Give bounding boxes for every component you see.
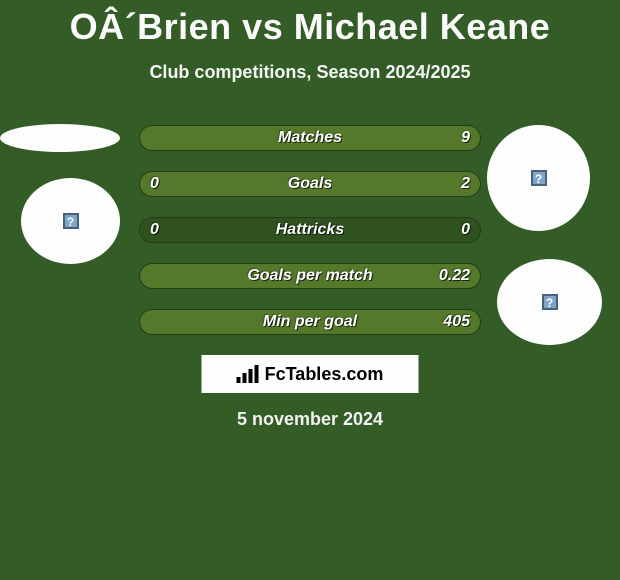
stat-label: Goals <box>140 172 480 196</box>
page-title: OÂ´Brien vs Michael Keane <box>0 0 620 48</box>
stat-row: 0Goals2 <box>139 171 481 197</box>
player-right-secondary-ellipse: ? <box>497 259 602 345</box>
page-subtitle: Club competitions, Season 2024/2025 <box>0 62 620 83</box>
brand-badge[interactable]: FcTables.com <box>202 355 419 393</box>
stat-row: Matches9 <box>139 125 481 151</box>
player-right-avatar-ellipse: ? <box>487 125 590 231</box>
stat-value-right: 405 <box>443 310 470 334</box>
image-placeholder-icon: ? <box>63 213 79 229</box>
bar-chart-icon <box>237 365 259 383</box>
stat-label: Min per goal <box>140 310 480 334</box>
footer-date: 5 november 2024 <box>0 409 620 430</box>
stat-label: Matches <box>140 126 480 150</box>
brand-label: FcTables.com <box>265 364 384 385</box>
player-left-shadow-ellipse <box>0 124 120 152</box>
stat-label: Hattricks <box>140 218 480 242</box>
stat-value-right: 2 <box>461 172 470 196</box>
stat-value-right: 9 <box>461 126 470 150</box>
stat-value-right: 0 <box>461 218 470 242</box>
stat-value-right: 0.22 <box>439 264 470 288</box>
player-left-avatar-ellipse: ? <box>21 178 120 264</box>
stat-label: Goals per match <box>140 264 480 288</box>
stats-bars-container: Matches90Goals20Hattricks0Goals per matc… <box>139 125 481 355</box>
image-placeholder-icon: ? <box>531 170 547 186</box>
image-placeholder-icon: ? <box>542 294 558 310</box>
stat-row: Goals per match0.22 <box>139 263 481 289</box>
stat-row: 0Hattricks0 <box>139 217 481 243</box>
stat-row: Min per goal405 <box>139 309 481 335</box>
